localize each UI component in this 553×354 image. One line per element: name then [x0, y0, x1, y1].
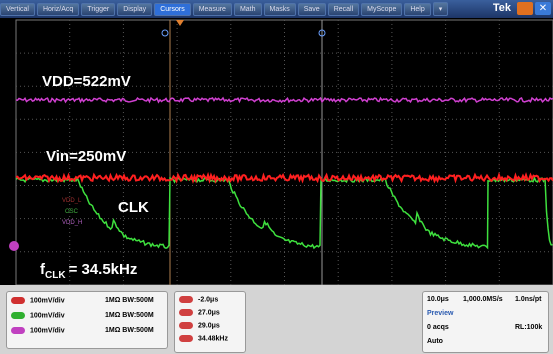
channel-box: 100mV/div 1MΩ BW:500M 100mV/div 1MΩ BW:5…: [6, 291, 168, 349]
menu-item[interactable]: Display: [117, 3, 152, 16]
menu-dropdown[interactable]: ▾: [433, 2, 449, 16]
scale: 100mV/div: [30, 297, 65, 304]
annotation: VDD=522mV: [42, 73, 131, 90]
bandwidth: BW:500M: [122, 327, 153, 334]
acquisition-box: 10.0μs 1,000.0MS/s 1.0ns/pt Preview 0 ac…: [422, 291, 549, 353]
resolution: 1.0ns/pt: [515, 296, 541, 303]
record-length: RL:100k: [515, 324, 542, 331]
menu-item[interactable]: Help: [404, 3, 430, 16]
close-button[interactable]: ✕: [535, 2, 551, 15]
menu-bar: Vertical Horiz/Acq Trigger Display Curso…: [0, 0, 553, 18]
graticule: VDD=522mV Vin=250mV CLK VDD_L OSC VDD_H …: [0, 18, 553, 285]
channel-marker: [9, 241, 19, 251]
acqs: 0 acqs: [427, 324, 449, 331]
menu-item[interactable]: Math: [234, 3, 262, 16]
menu-item[interactable]: Save: [298, 3, 326, 16]
annotation: Vin=250mV: [46, 148, 126, 165]
menu-item[interactable]: Vertical: [0, 3, 35, 16]
status-panel: 100mV/div 1MΩ BW:500M 100mV/div 1MΩ BW:5…: [0, 285, 553, 354]
value: = 34.5kHz: [69, 261, 138, 278]
scale: 100mV/div: [30, 327, 65, 334]
scale: 100mV/div: [30, 312, 65, 319]
cursor-value: -2.0μs: [198, 296, 218, 303]
minimize-button[interactable]: [517, 2, 533, 15]
impedance: 1MΩ: [105, 297, 120, 304]
scope-screen: Vertical Horiz/Acq Trigger Display Curso…: [0, 0, 553, 354]
cursor-value: 29.0μs: [198, 322, 220, 329]
menu-item[interactable]: Cursors: [154, 3, 191, 16]
legend-label: VDD_H: [62, 220, 82, 226]
brand: Tek: [493, 2, 511, 14]
menu-item[interactable]: MyScope: [361, 3, 402, 16]
menu-item[interactable]: Horiz/Acq: [37, 3, 79, 16]
menu-item[interactable]: Trigger: [81, 3, 115, 16]
bandwidth: BW:500M: [122, 312, 153, 319]
cursor-box: -2.0μs 27.0μs 29.0μs 34.48kHz: [174, 291, 246, 353]
cursor-value: 27.0μs: [198, 309, 220, 316]
cursor-value: 34.48kHz: [198, 335, 228, 342]
trigger-mode: Auto: [427, 338, 443, 345]
impedance: 1MΩ: [105, 327, 120, 334]
bandwidth: BW:500M: [122, 297, 153, 304]
annotation: CLK: [118, 199, 149, 216]
subscript: CLK: [45, 270, 66, 281]
timebase: 10.0μs: [427, 296, 449, 303]
impedance: 1MΩ: [105, 312, 120, 319]
legend-label: VDD_L: [62, 198, 82, 204]
mode: Preview: [427, 310, 453, 317]
menu-item[interactable]: Recall: [328, 3, 359, 16]
sample-rate: 1,000.0MS/s: [463, 296, 503, 303]
menu-item[interactable]: Measure: [193, 3, 232, 16]
menu-item[interactable]: Masks: [264, 3, 296, 16]
legend-label: OSC: [65, 209, 79, 215]
